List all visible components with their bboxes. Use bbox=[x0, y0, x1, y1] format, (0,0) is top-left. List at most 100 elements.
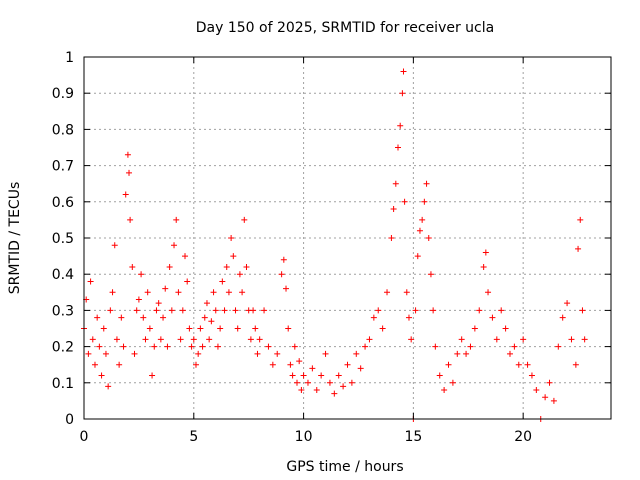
data-point bbox=[149, 372, 156, 379]
data-point bbox=[89, 336, 96, 343]
data-point bbox=[432, 343, 439, 350]
data-point bbox=[408, 336, 415, 343]
data-point bbox=[577, 216, 584, 223]
data-point bbox=[331, 390, 338, 397]
data-point bbox=[520, 336, 527, 343]
data-point bbox=[430, 307, 437, 314]
x-tick-label: 20 bbox=[514, 429, 532, 445]
data-point bbox=[335, 372, 342, 379]
data-point bbox=[421, 198, 428, 205]
data-point bbox=[166, 263, 173, 270]
data-point bbox=[118, 314, 125, 321]
data-point bbox=[340, 383, 347, 390]
data-point bbox=[546, 379, 553, 386]
data-point bbox=[502, 325, 509, 332]
y-tick-label: 0 bbox=[65, 412, 74, 428]
y-tick-label: 0.9 bbox=[52, 86, 74, 102]
data-point bbox=[162, 285, 169, 292]
data-point bbox=[219, 278, 226, 285]
data-point bbox=[133, 307, 140, 314]
y-tick-label: 1 bbox=[65, 50, 74, 66]
data-point bbox=[489, 314, 496, 321]
data-point bbox=[353, 350, 360, 357]
data-point bbox=[322, 350, 329, 357]
data-point bbox=[135, 296, 142, 303]
data-point bbox=[177, 336, 184, 343]
data-point bbox=[326, 379, 333, 386]
data-point bbox=[388, 235, 395, 241]
data-point bbox=[197, 325, 204, 332]
data-point bbox=[203, 300, 210, 307]
data-point bbox=[454, 350, 461, 357]
data-point bbox=[533, 387, 540, 394]
y-tick-label: 0.6 bbox=[52, 195, 74, 211]
data-point bbox=[458, 336, 465, 343]
data-point bbox=[160, 314, 167, 321]
data-point bbox=[109, 289, 116, 296]
data-point bbox=[375, 307, 382, 314]
data-point bbox=[131, 350, 138, 357]
data-point bbox=[153, 307, 160, 314]
data-point bbox=[390, 206, 397, 213]
data-point bbox=[304, 379, 311, 386]
data-point bbox=[113, 336, 120, 343]
data-point bbox=[370, 314, 377, 321]
data-point bbox=[98, 372, 105, 379]
data-point bbox=[239, 289, 246, 296]
data-point bbox=[493, 336, 500, 343]
data-point bbox=[511, 343, 518, 350]
x-axis: 0 5 10 15 20 bbox=[80, 57, 532, 445]
data-point bbox=[85, 350, 92, 357]
data-point bbox=[252, 325, 259, 332]
data-point bbox=[126, 169, 133, 176]
data-point bbox=[506, 350, 513, 357]
data-point bbox=[471, 325, 478, 332]
chart-title: Day 150 of 2025, SRMTID for receiver ucl… bbox=[196, 20, 494, 36]
data-point bbox=[289, 372, 296, 379]
y-axis-label: SRMTID / TECUs bbox=[7, 182, 23, 295]
data-point bbox=[96, 343, 103, 350]
y-tick-label: 0.2 bbox=[52, 340, 74, 356]
data-point bbox=[485, 289, 492, 296]
data-point bbox=[555, 343, 562, 350]
data-point bbox=[559, 314, 566, 321]
data-point bbox=[528, 372, 535, 379]
data-point bbox=[124, 151, 131, 158]
data-point bbox=[285, 325, 292, 332]
y-axis: 0 0.1 0.2 0.3 0.4 0.5 0.6 0.7 0.8 0.9 1 bbox=[52, 50, 611, 428]
data-point bbox=[313, 387, 320, 394]
data-point bbox=[195, 350, 202, 357]
data-point bbox=[395, 144, 402, 151]
data-point bbox=[129, 263, 136, 270]
data-point bbox=[397, 122, 404, 129]
data-point bbox=[247, 336, 254, 343]
data-point bbox=[366, 336, 373, 343]
x-tick-label: 5 bbox=[189, 429, 198, 445]
data-point bbox=[379, 325, 386, 332]
data-point bbox=[261, 307, 268, 314]
data-point bbox=[293, 379, 300, 386]
data-point bbox=[414, 253, 421, 260]
data-point bbox=[208, 318, 215, 325]
y-tick-label: 0.1 bbox=[52, 376, 74, 392]
data-point bbox=[142, 336, 149, 343]
data-point bbox=[568, 336, 575, 343]
data-point bbox=[463, 350, 470, 357]
data-point bbox=[564, 300, 571, 307]
data-point bbox=[102, 350, 109, 357]
data-point bbox=[581, 336, 588, 343]
data-point bbox=[107, 307, 114, 314]
data-point bbox=[274, 350, 281, 357]
data-point bbox=[550, 397, 557, 404]
data-point bbox=[179, 307, 186, 314]
data-point bbox=[201, 314, 208, 321]
data-point bbox=[157, 336, 164, 343]
data-point bbox=[579, 307, 586, 314]
data-point bbox=[192, 361, 199, 368]
data-point bbox=[210, 289, 217, 296]
data-point bbox=[572, 361, 579, 368]
y-tick-label: 0.3 bbox=[52, 303, 74, 319]
data-point bbox=[122, 191, 129, 198]
data-point bbox=[318, 372, 325, 379]
data-point bbox=[280, 256, 287, 263]
